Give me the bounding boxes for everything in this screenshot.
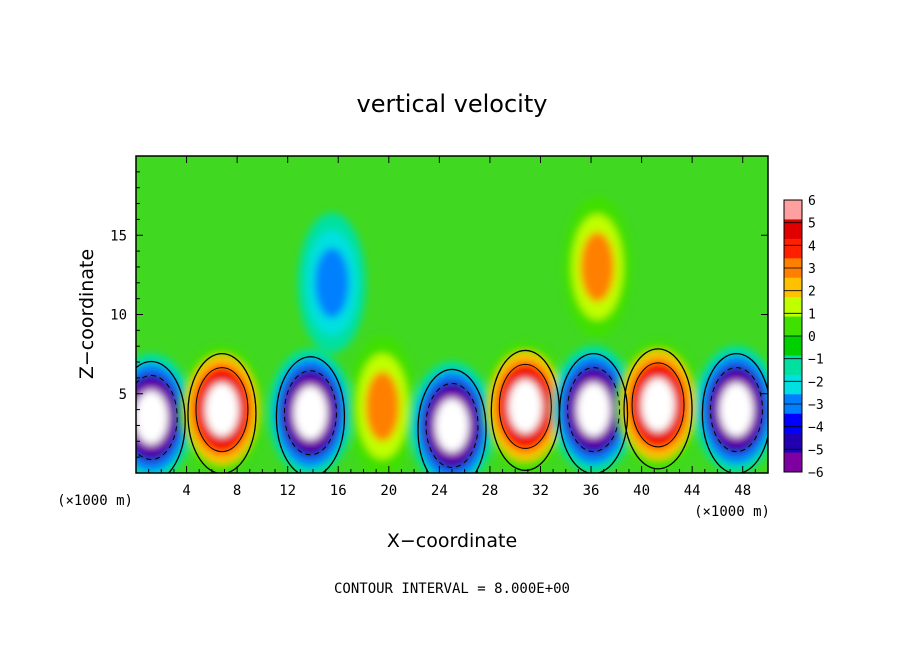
- colorbar-tick-label: −5: [808, 443, 824, 458]
- heatmap-cell-saturated: [719, 382, 754, 437]
- colorbar-swatch: [784, 374, 802, 395]
- colorbar-tick-label: −6: [808, 466, 824, 481]
- heatmap-cell-saturated: [641, 377, 675, 432]
- contour-line: [195, 367, 249, 453]
- colorbar-tick-label: 0: [808, 330, 816, 345]
- heatmap-cell-saturated: [435, 398, 469, 453]
- heatmap-cell: [580, 231, 615, 302]
- colorbar-tick-label: 6: [808, 194, 816, 209]
- x-tick-label: 44: [684, 483, 701, 499]
- y-axis: 5 10 15: [110, 171, 768, 458]
- contour-line-zero: [136, 360, 186, 473]
- y-tick-label: 10: [110, 308, 127, 324]
- colorbar-tick-label: 4: [808, 239, 816, 254]
- colorbar-swatch: [784, 238, 802, 259]
- x-tick-label: 28: [481, 483, 498, 499]
- heatmap-cell: [365, 371, 400, 442]
- y-unit-label: (×1000 m): [57, 493, 133, 509]
- colorbar-swatch: [784, 200, 802, 220]
- x-tick-label: 48: [734, 483, 751, 499]
- colorbar-tick-label: −2: [808, 375, 824, 390]
- colorbar-swatch: [784, 336, 802, 356]
- heatmap-cell-saturated: [136, 390, 168, 445]
- colorbar-swatch: [784, 433, 802, 454]
- contour-line-zero: [275, 356, 346, 473]
- heatmap-cell-saturated: [576, 382, 611, 437]
- contour-interval-note: CONTOUR INTERVAL = 8.000E+00: [334, 581, 570, 597]
- contour-line-zero: [187, 352, 257, 473]
- x-tick-label: 16: [330, 483, 347, 499]
- contour-line: [136, 375, 178, 461]
- y-axis-title: Z−coordinate: [76, 249, 98, 379]
- x-tick-label: 4: [182, 483, 190, 499]
- contour-line: [425, 382, 479, 468]
- heatmap-cell: [314, 247, 349, 318]
- x-tick-label: 40: [633, 483, 650, 499]
- x-tick-label: 12: [279, 483, 296, 499]
- x-tick-label: 24: [431, 483, 448, 499]
- colorbar-tick-label: 1: [808, 307, 816, 322]
- x-axis: 4 8 12 16 20 24 28 32 36 40 44 48: [148, 156, 756, 499]
- contour-line-zero: [417, 368, 487, 473]
- y-tick-label: 15: [110, 228, 127, 244]
- heatmap-cell-saturated: [508, 379, 543, 434]
- contour-line: [498, 363, 552, 449]
- colorbar-tick-label: 5: [808, 217, 816, 232]
- colorbar-tick-label: 2: [808, 285, 816, 300]
- contour-line-zero: [701, 352, 768, 473]
- contour-line-zero: [558, 352, 629, 473]
- x-tick-label: 36: [583, 483, 600, 499]
- x-unit-label: (×1000 m): [694, 504, 770, 520]
- contour-line: [283, 370, 337, 456]
- colorbar-swatch: [784, 219, 802, 240]
- x-tick-label: 20: [380, 483, 397, 499]
- colorbar-tick-label: −3: [808, 398, 824, 413]
- heatmap-field: [136, 156, 768, 473]
- contour-line: [631, 362, 685, 448]
- x-axis-title: X−coordinate: [387, 530, 517, 552]
- colorbar-swatch: [784, 355, 802, 376]
- contour-line: [567, 367, 621, 453]
- colorbar-swatch: [784, 452, 802, 473]
- heatmap-cell-saturated: [205, 382, 239, 437]
- colorbar-swatch: [784, 316, 802, 337]
- colorbar-tick-label: −4: [808, 421, 824, 436]
- colorbar-swatch: [784, 413, 802, 434]
- y-tick-label: 5: [119, 387, 127, 403]
- contour-line-zero: [623, 348, 693, 470]
- contour-line: [709, 367, 763, 453]
- colorbar-tick-label: −1: [808, 353, 824, 368]
- chart-title: vertical velocity: [357, 90, 548, 118]
- heatmap-cell-saturated: [293, 385, 328, 440]
- colorbar-swatch: [784, 277, 802, 298]
- x-tick-label: 8: [233, 483, 241, 499]
- colorbar-tick-label: 3: [808, 262, 816, 277]
- colorbar-swatch: [784, 297, 802, 318]
- x-tick-label: 32: [532, 483, 549, 499]
- colorbar: 6 5 4 3 2 1 0 −1 −2 −3 −4 −5 −6: [783, 194, 824, 481]
